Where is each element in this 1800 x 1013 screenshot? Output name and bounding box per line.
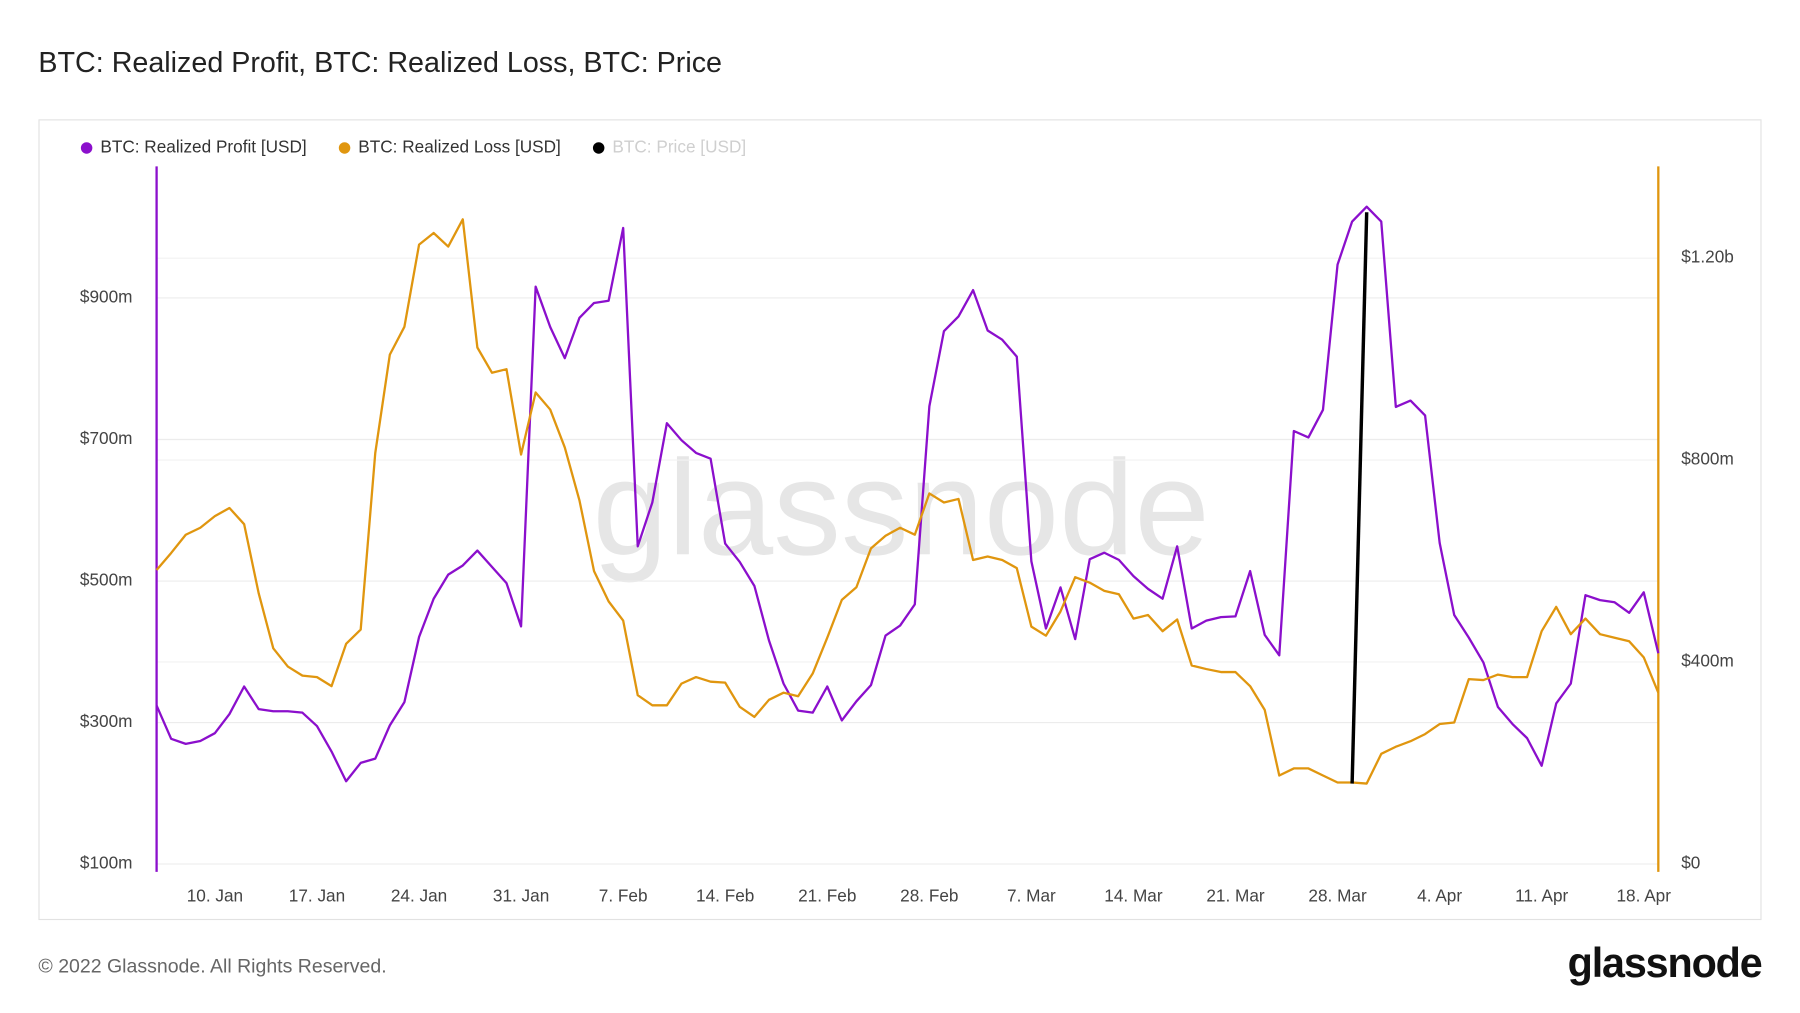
y2-tick-label: $1.20b — [1681, 247, 1734, 267]
y2-tick-label: $400m — [1681, 650, 1734, 670]
series-line — [1350, 212, 1369, 784]
y-tick-label: $300m — [80, 711, 133, 731]
x-tick-label: 17. Jan — [289, 886, 345, 906]
x-tick-label: 21. Mar — [1206, 886, 1265, 906]
x-tick-label: 18. Apr — [1617, 886, 1672, 906]
y-tick-label: $500m — [80, 570, 133, 590]
legend-label: BTC: Price [USD] — [612, 137, 746, 157]
x-tick-label: 14. Feb — [696, 886, 754, 906]
x-tick-label: 31. Jan — [493, 886, 549, 906]
legend-marker — [592, 142, 605, 154]
y-tick-label: $700m — [80, 428, 133, 448]
x-tick-label: 28. Mar — [1308, 886, 1367, 906]
legend-label: BTC: Realized Loss [USD] — [358, 137, 560, 157]
legend-label: BTC: Realized Profit [USD] — [100, 137, 306, 157]
x-tick-label: 7. Feb — [599, 886, 648, 906]
x-tick-label: 28. Feb — [900, 886, 958, 906]
x-tick-label: 14. Mar — [1104, 886, 1163, 906]
legend-marker — [80, 142, 93, 154]
watermark: glassnode — [593, 431, 1210, 583]
x-tick-label: 7. Mar — [1007, 886, 1056, 906]
x-tick-label: 4. Apr — [1417, 886, 1462, 906]
chart-frame — [38, 119, 1762, 921]
chart-title: BTC: Realized Profit, BTC: Realized Loss… — [38, 47, 722, 79]
series-line — [155, 218, 1660, 785]
footer: © 2022 Glassnode. All Rights Reserved. — [38, 955, 386, 977]
x-tick-label: 24. Jan — [391, 886, 447, 906]
y-tick-label: $100m — [80, 853, 133, 873]
brand-logo: glassnode — [1568, 940, 1762, 986]
y-tick-label: $900m — [80, 287, 133, 307]
y2-tick-label: $0 — [1681, 852, 1700, 872]
x-tick-label: 10. Jan — [187, 886, 243, 906]
x-tick-label: 11. Apr — [1515, 886, 1568, 906]
y2-tick-label: $800m — [1681, 449, 1734, 469]
legend-marker — [338, 142, 351, 154]
series-line — [155, 205, 1660, 783]
x-tick-label: 21. Feb — [798, 886, 856, 906]
